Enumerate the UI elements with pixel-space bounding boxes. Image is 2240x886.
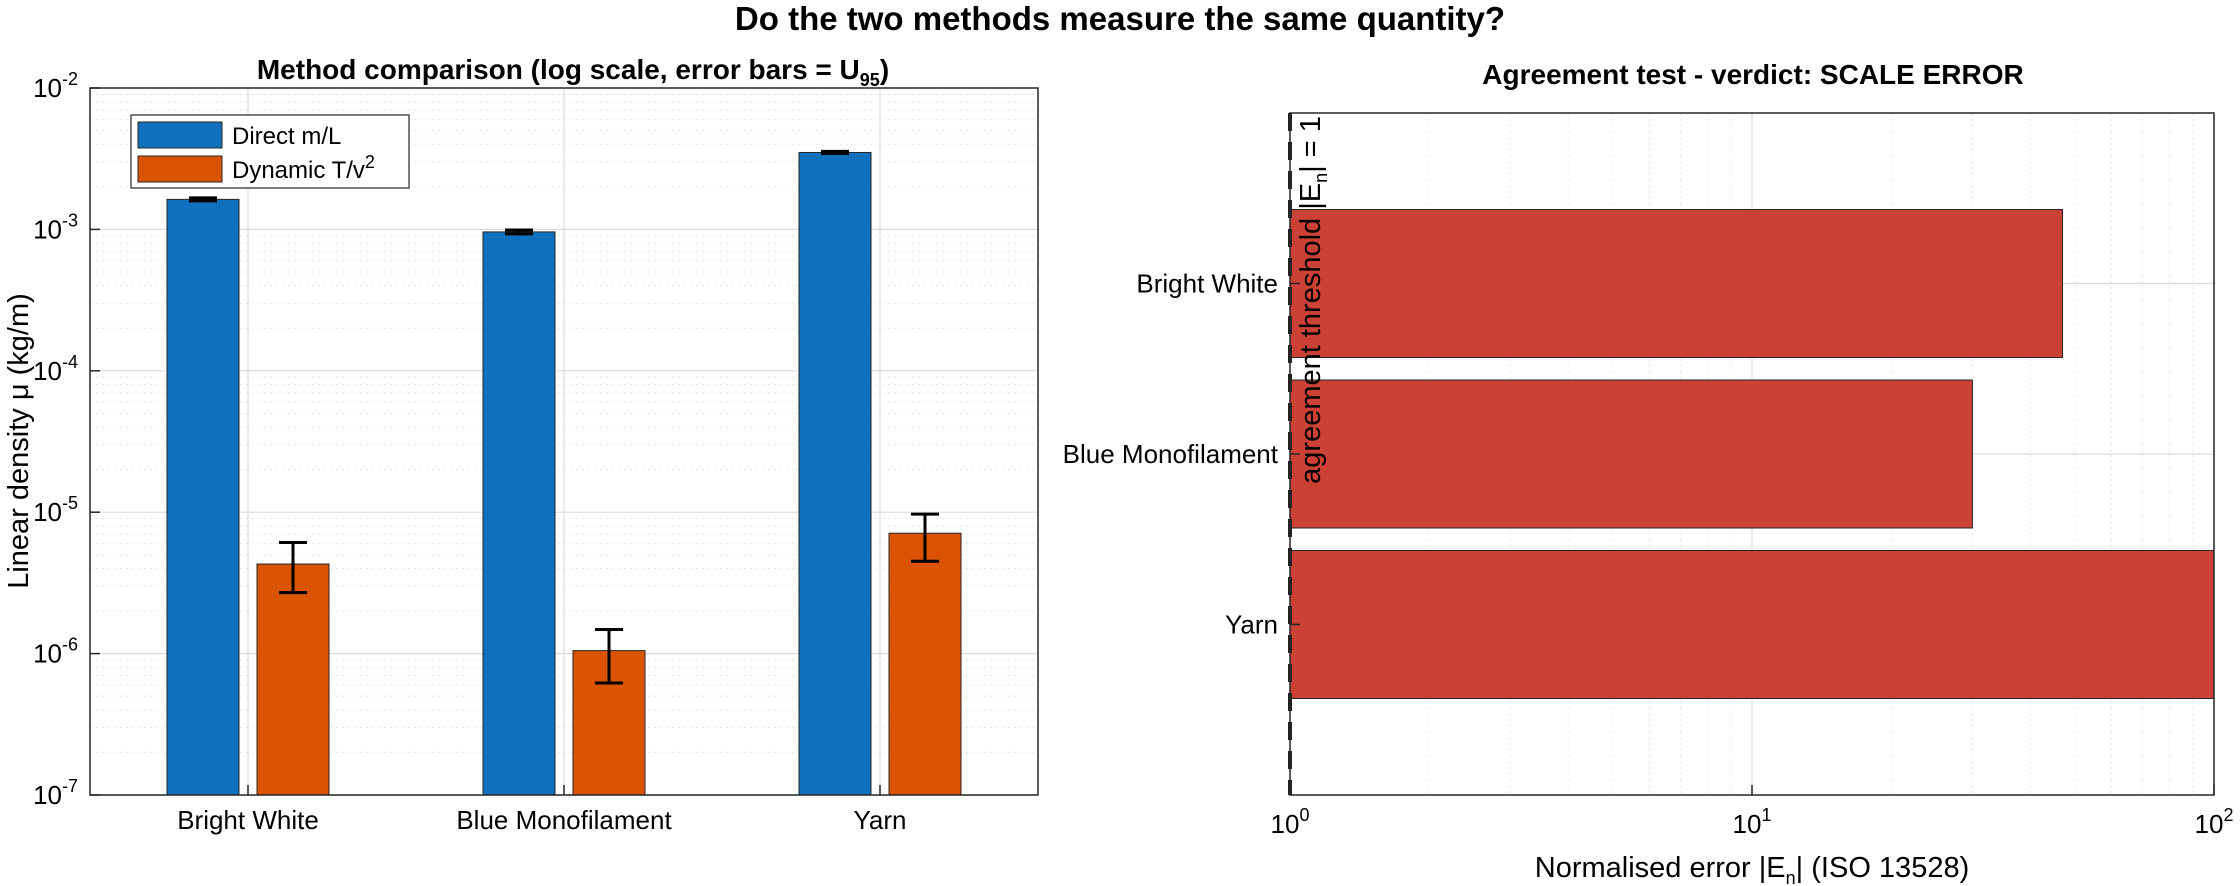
bar-direct-1 (482, 231, 556, 796)
bar-en-0 (1289, 209, 2064, 358)
x-tick-label: 101 (1733, 805, 1772, 839)
bar-en-1 (1289, 379, 1973, 529)
bar-en-2 (1289, 550, 2215, 699)
legend-label-dynamic: Dynamic T/v2 (232, 152, 375, 184)
legend-swatch-dynamic (137, 155, 223, 183)
right-bars (1289, 209, 2215, 699)
y-tick-label: 10-3 (33, 210, 78, 244)
y-tick-label: 10-4 (33, 352, 78, 386)
x-tick-label: 100 (1271, 805, 1310, 839)
left-x-tick-labels: Bright White Blue Monofilament Yarn (177, 785, 907, 835)
bar-dynamic-2 (888, 532, 962, 796)
legend-label-direct: Direct m/L (232, 123, 341, 150)
y-tick-label: 10-6 (33, 635, 78, 669)
bar-direct-2 (798, 151, 872, 796)
left-chart-title: Method comparison (log scale, error bars… (257, 54, 889, 90)
threshold-label: agreement threshold |En| = 1 (1295, 116, 1331, 484)
legend-swatch-direct (137, 121, 223, 149)
x-tick-label: Yarn (854, 805, 907, 835)
y-tick-label: 10-2 (33, 69, 78, 103)
legend[interactable]: Direct m/L Dynamic T/v2 (130, 114, 410, 189)
x-tick-label: 102 (2195, 805, 2234, 839)
right-y-tick-labels: Bright White Blue Monofilament Yarn (1063, 269, 1300, 640)
y-tick-label: Yarn (1225, 610, 1278, 640)
y-tick-label: 10-5 (33, 493, 78, 527)
right-panel-agreement-test: Agreement test - verdict: SCALE ERROR ag… (1063, 59, 2234, 886)
y-tick-label: Blue Monofilament (1063, 439, 1279, 469)
x-tick-label: Bright White (177, 805, 319, 835)
left-y-axis-label: Linear density μ (kg/m) (3, 293, 35, 589)
bar-direct-0 (166, 198, 240, 796)
left-panel-method-comparison: Method comparison (log scale, error bars… (3, 54, 1039, 835)
left-y-ticks: 10-7 10-6 10-5 10-4 10-3 10-2 (33, 69, 100, 810)
y-tick-label: Bright White (1136, 269, 1278, 299)
right-chart-title: Agreement test - verdict: SCALE ERROR (1482, 59, 2023, 90)
y-tick-label: 10-7 (33, 776, 78, 810)
figure-title: Do the two methods measure the same quan… (735, 0, 1505, 37)
x-tick-label: Blue Monofilament (456, 805, 672, 835)
right-x-axis-label: Normalised error |En| (ISO 13528) (1535, 852, 1969, 886)
right-x-ticks: 100 101 102 (1271, 785, 2234, 839)
bar-dynamic-0 (256, 563, 330, 796)
left-error-bars (189, 149, 939, 685)
